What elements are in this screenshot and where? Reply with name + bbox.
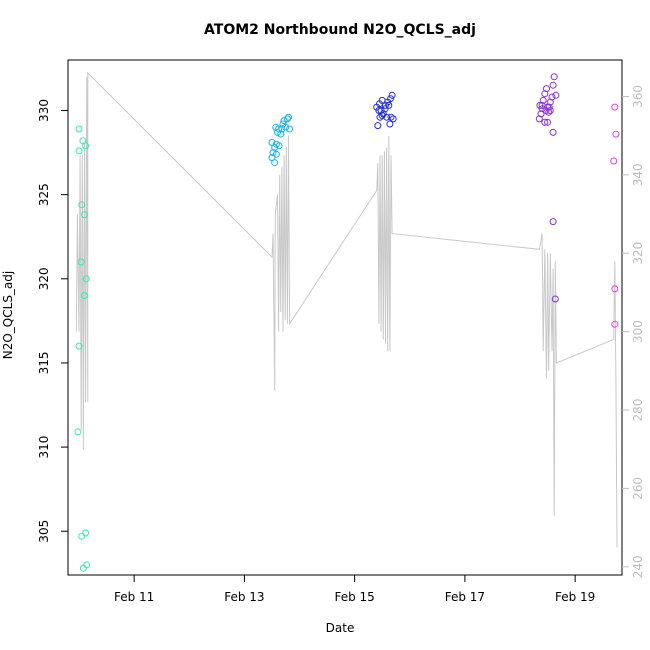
y-tick-label: 330: [37, 99, 51, 122]
data-point: [78, 201, 86, 209]
data-point: [541, 118, 549, 126]
data-point: [383, 113, 391, 121]
y-axis: 305 310 315 320 325 330: [37, 99, 68, 543]
data-point: [550, 73, 558, 81]
data-point: [374, 122, 382, 130]
data-point: [386, 120, 394, 128]
x-tick-label: Feb 13: [224, 590, 264, 604]
data-point: [75, 147, 83, 155]
data-point: [280, 117, 288, 125]
data-point: [385, 101, 393, 109]
data-point: [78, 532, 86, 540]
y2-tick-label: 240: [631, 555, 645, 578]
y-axis-label: N2O_QCLS_adj: [1, 271, 15, 360]
y2-tick-label: 300: [631, 320, 645, 343]
x-tick-label: Feb 11: [114, 590, 154, 604]
data-point: [376, 113, 384, 121]
data-point: [546, 107, 554, 114]
data-point: [82, 529, 90, 537]
data-point: [536, 101, 544, 109]
data-point: [81, 292, 88, 300]
data-point: [83, 561, 91, 569]
data-point: [551, 295, 559, 303]
data-point: [544, 118, 552, 126]
data-point: [77, 258, 85, 266]
x-tick-label: Feb 19: [555, 590, 595, 604]
data-point: [282, 123, 290, 131]
data-point: [382, 101, 389, 109]
data-point: [277, 130, 285, 138]
y-tick-label: 315: [37, 351, 51, 374]
data-point: [82, 142, 90, 150]
data-point: [283, 115, 291, 123]
data-point: [611, 285, 619, 293]
data-point: [611, 320, 619, 328]
line-layer: [75, 71, 618, 548]
data-point: [74, 428, 82, 436]
data-point: [82, 275, 90, 283]
data-point: [378, 112, 386, 119]
chart-title: ATOM2 Northbound N2O_QCLS_adj: [204, 22, 476, 38]
data-point: [75, 125, 83, 133]
data-point: [612, 130, 620, 138]
data-point: [610, 157, 618, 165]
points-layer: [74, 73, 620, 572]
data-point: [271, 159, 279, 167]
data-point: [545, 103, 553, 111]
data-point: [375, 107, 383, 114]
y-tick-label: 325: [37, 183, 51, 206]
data-point: [549, 218, 557, 226]
data-point: [75, 342, 83, 350]
plot-frame: [67, 59, 623, 576]
data-point: [549, 81, 557, 89]
data-point: [81, 211, 88, 219]
data-point: [278, 125, 286, 133]
y2-tick-label: 260: [631, 477, 645, 500]
data-point: [543, 85, 550, 93]
data-point: [548, 93, 556, 101]
x-tick-label: Feb 15: [334, 590, 374, 604]
x-axis-label: Date: [326, 621, 355, 635]
series-line: [75, 71, 618, 548]
x-axis: Feb 11 Feb 13 Feb 15 Feb 17 Feb 19: [114, 575, 595, 604]
data-point: [387, 95, 394, 103]
data-point: [537, 110, 545, 118]
y2-tick-label: 280: [631, 399, 645, 422]
data-point: [268, 139, 276, 146]
y-tick-label: 305: [37, 520, 51, 543]
y-tick-label: 310: [37, 436, 51, 459]
data-point: [272, 123, 280, 131]
data-point: [535, 115, 543, 123]
data-point: [389, 115, 397, 123]
y2-tick-label: 360: [631, 85, 645, 108]
y-tick-label: 320: [37, 267, 51, 290]
data-point: [549, 128, 557, 136]
data-point: [388, 91, 396, 99]
data-point: [552, 91, 560, 99]
y2-tick-label: 340: [631, 163, 645, 186]
x-tick-label: Feb 17: [445, 590, 485, 604]
data-point: [275, 142, 283, 150]
data-point: [387, 113, 395, 121]
data-point: [611, 103, 619, 111]
data-point: [286, 125, 294, 133]
data-point: [272, 150, 280, 158]
data-point: [285, 113, 292, 121]
secondary-y-axis: 240 260 280 300 320 340 360: [622, 85, 645, 578]
data-point: [79, 564, 87, 572]
data-point: [538, 101, 546, 109]
y2-tick-label: 320: [631, 242, 645, 265]
data-point: [539, 96, 547, 104]
